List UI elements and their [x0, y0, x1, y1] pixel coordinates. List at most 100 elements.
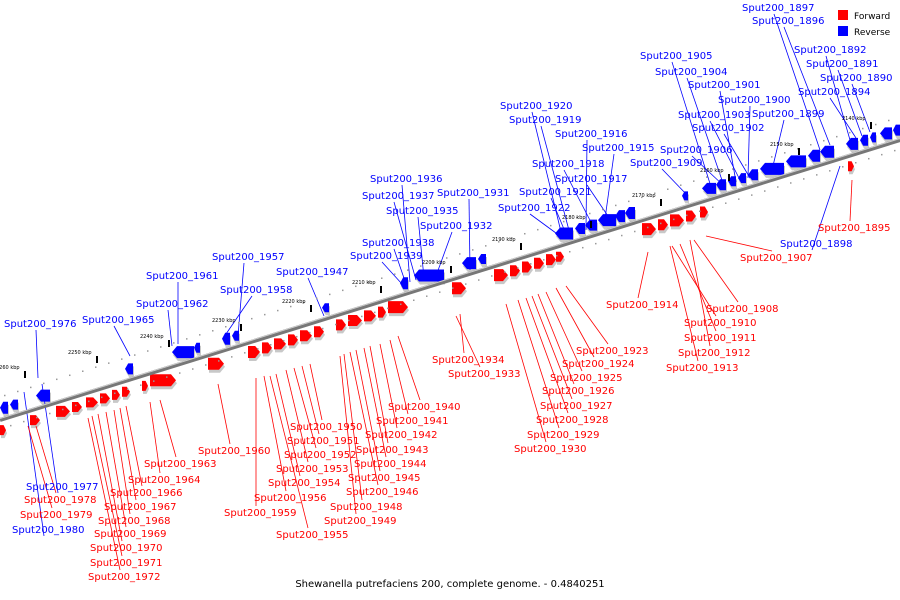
leader-line — [723, 133, 751, 179]
reverse-gene-label: Sput200_1936 — [370, 174, 443, 185]
reverse-gene-arrow — [808, 149, 820, 162]
reverse-gene-arrow — [555, 227, 573, 240]
forward-gene-arrow — [56, 405, 70, 417]
forward-gene-label: Sput200_1952 — [284, 450, 357, 461]
leader-line — [401, 184, 411, 283]
leader-line — [540, 125, 571, 235]
leader-line — [525, 297, 569, 414]
track-dot — [478, 279, 480, 281]
forward-gene-label: Sput200_1914 — [606, 300, 679, 311]
tick-mark — [798, 148, 800, 155]
forward-gene-arrow — [700, 206, 708, 218]
leader-line — [105, 411, 127, 528]
forward-gene-arrow — [112, 389, 120, 400]
leader-line — [747, 105, 751, 179]
track-dot — [56, 378, 58, 381]
reverse-gene-arrow — [893, 124, 900, 136]
tick-mark — [660, 199, 662, 206]
track-dot — [121, 358, 123, 360]
track-dot — [114, 392, 116, 395]
forward-gene-label: Sput200_1913 — [666, 363, 739, 374]
leader-line — [505, 303, 547, 443]
track-dot — [283, 339, 285, 342]
track-dot — [374, 311, 376, 314]
leader-line — [811, 165, 841, 251]
reverse-gene-label: Sput200_1902 — [692, 123, 765, 134]
leader-line — [393, 201, 417, 281]
leader-line — [87, 417, 121, 571]
forward-gene-label: Sput200_1942 — [365, 430, 438, 441]
leader-line — [829, 97, 857, 139]
track-dot — [290, 305, 292, 308]
leader-line — [293, 367, 317, 449]
track-dot — [147, 350, 149, 352]
reverse-gene-label: Sput200_1921 — [519, 187, 592, 198]
track-dot — [816, 174, 818, 176]
reverse-gene-label: Sput200_1918 — [532, 159, 605, 170]
leader-line — [355, 349, 381, 472]
reverse-gene-label: Sput200_1935 — [386, 206, 459, 217]
track-dot — [576, 216, 578, 219]
leader-line — [825, 55, 851, 141]
leader-line — [459, 313, 465, 354]
track-dot — [186, 338, 188, 340]
track-dot — [732, 168, 734, 170]
reverse-gene-label: Sput200_1904 — [655, 67, 728, 78]
leader-line — [691, 155, 725, 187]
reverse-gene-arrow — [702, 182, 716, 194]
track-dot — [595, 242, 597, 245]
track-dot — [381, 277, 383, 279]
track-dot — [784, 152, 786, 154]
track-dots-layer — [4, 119, 896, 427]
forward-gene-label: Sput200_1944 — [354, 459, 427, 470]
forward-gene-arrow — [378, 306, 386, 318]
leader-line — [531, 295, 573, 400]
forward-gene-label: Sput200_1972 — [88, 572, 161, 583]
leader-line — [783, 26, 831, 146]
forward-gene-arrow — [72, 402, 82, 413]
tick-mark — [168, 340, 170, 347]
tick-label: 2250 kbp — [68, 350, 92, 356]
leader-line — [309, 363, 323, 421]
leader-line — [771, 119, 785, 171]
track-dot — [335, 323, 337, 326]
track-dot — [342, 289, 344, 292]
forward-gene-arrow — [670, 214, 684, 227]
track-dot — [673, 218, 675, 221]
forward-gene-arrow — [288, 334, 298, 346]
leader-line — [555, 287, 595, 358]
leader-line — [837, 69, 863, 137]
track-dot — [504, 271, 506, 273]
tick-label: 2240 kbp — [140, 334, 164, 340]
legend: Forward Reverse — [838, 10, 891, 38]
track-dot — [199, 334, 201, 336]
reverse-gene-arrow — [400, 277, 408, 290]
leader-line — [849, 179, 853, 222]
leader-line — [565, 285, 609, 345]
reverse-gene-label: Sput200_1920 — [500, 101, 573, 112]
tick-label: 2170 kbp — [632, 193, 656, 199]
forward-gene-arrow — [314, 326, 324, 338]
forward-gene-label: Sput200_1933 — [448, 369, 521, 380]
track-dot — [498, 241, 500, 243]
track-dot — [745, 164, 747, 166]
track-dot — [166, 376, 168, 378]
tick-mark — [240, 324, 242, 331]
track-dot — [660, 222, 662, 225]
track-dot — [621, 234, 623, 237]
leader-line — [671, 245, 717, 317]
track-dot — [238, 321, 240, 324]
reverse-gene-label: Sput200_1892 — [794, 45, 867, 56]
forward-gene-arrow — [0, 425, 6, 436]
forward-gene-label: Sput200_1954 — [268, 478, 341, 489]
forward-gene-arrow — [336, 319, 346, 331]
leader-line — [455, 315, 481, 368]
reverse-gene-arrow — [322, 303, 329, 313]
leader-line — [586, 184, 613, 223]
reverse-gene-arrow — [478, 254, 486, 265]
forward-gene-label: Sput200_1950 — [290, 422, 363, 433]
forward-gene-label: Sput200_1968 — [98, 516, 171, 527]
track-dot — [465, 283, 467, 285]
leader-line — [603, 153, 615, 227]
